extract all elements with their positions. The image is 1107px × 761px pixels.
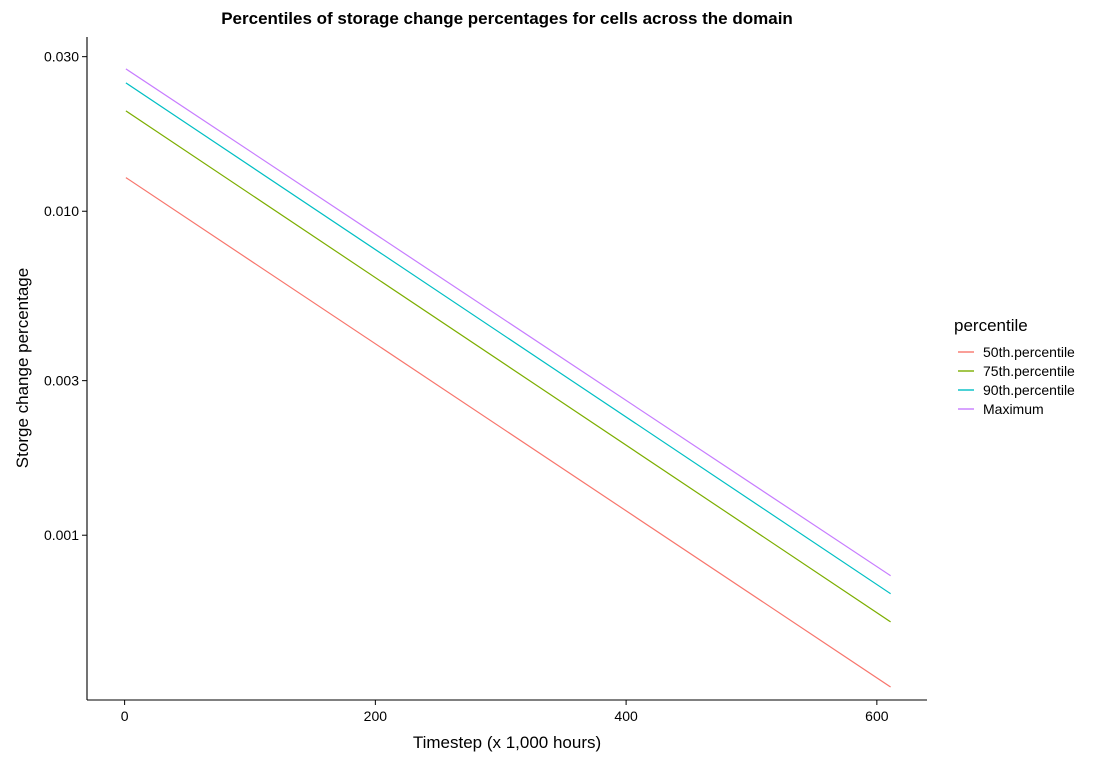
legend: percentile 50th.percentile 75th.percentil… (954, 316, 1075, 417)
y-tick-label: 0.003 (44, 373, 79, 389)
plot-area (125, 68, 891, 688)
x-tick-label: 400 (614, 708, 638, 724)
legend-label: 90th.percentile (983, 382, 1075, 398)
legend-title: percentile (954, 316, 1028, 335)
x-tick-label: 0 (121, 708, 129, 724)
series-line-maximum (125, 68, 891, 577)
y-tick-label: 0.010 (44, 203, 79, 219)
series-line-50th-percentile (125, 177, 891, 688)
legend-label: 50th.percentile (983, 344, 1075, 360)
x-tick-label: 200 (364, 708, 388, 724)
x-axis-title: Timestep (x 1,000 hours) (413, 733, 601, 752)
y-tick-label: 0.001 (44, 527, 79, 543)
chart-title: Percentiles of storage change percentage… (221, 9, 793, 28)
series-line-75th-percentile (125, 110, 891, 623)
x-tick-label: 600 (865, 708, 889, 724)
series-line-90th-percentile (125, 82, 891, 595)
legend-label: 75th.percentile (983, 363, 1075, 379)
y-tick-label: 0.030 (44, 49, 79, 65)
y-axis-title: Storge change percentage (13, 268, 32, 468)
axis-ticks: 0 200 400 600 0.001 0.003 0.010 0.030 (44, 49, 889, 724)
legend-label: Maximum (983, 401, 1044, 417)
